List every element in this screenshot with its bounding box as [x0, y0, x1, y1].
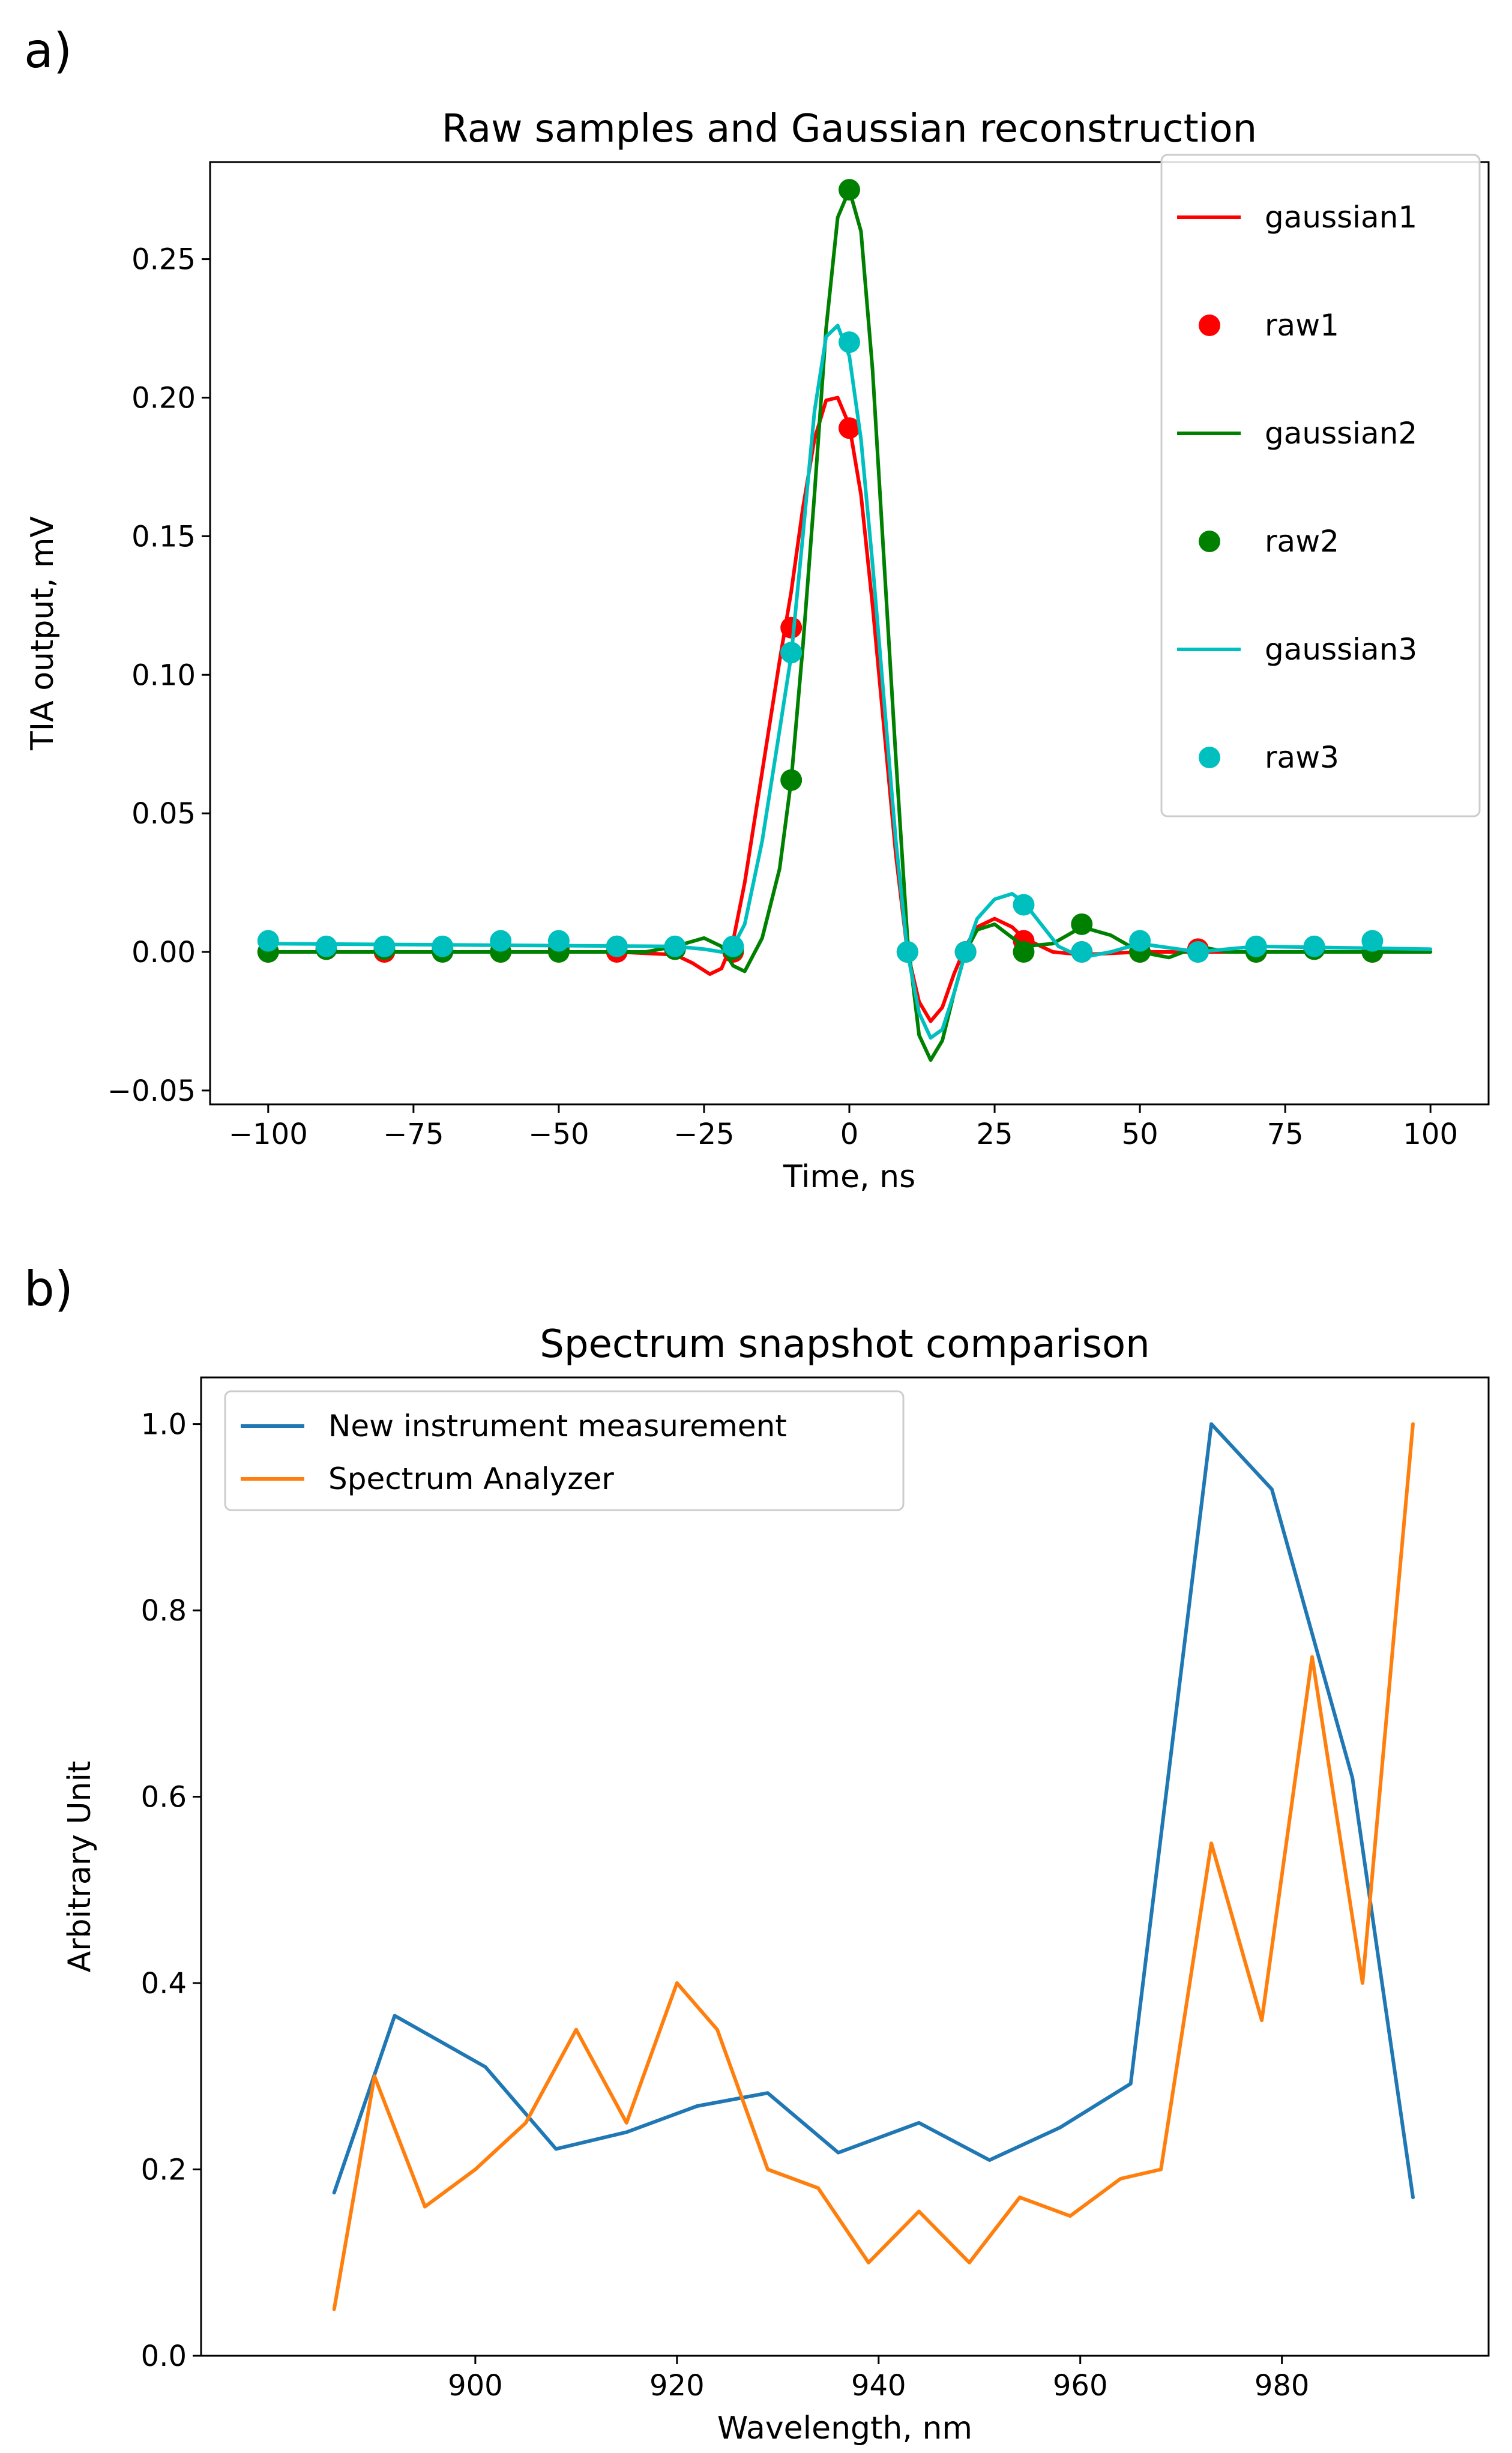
raw2-point: [1071, 913, 1093, 935]
gaussian2-line: [266, 188, 1433, 1062]
chart-spectrum-comparison: 900 920 940 960 980 0.0 0.2 0.4 0.6 0.8 1.0 Spectru…: [62, 1322, 1490, 2446]
raw3-point: [315, 935, 337, 957]
plot-frame: [200, 1376, 1490, 2357]
raw3-point: [373, 935, 396, 957]
raw2-point: [839, 179, 860, 201]
x-tick-label: 0: [840, 1118, 859, 1151]
y-tick-label: 0.0: [141, 2340, 187, 2373]
raw3-point: [722, 935, 744, 957]
y-tick-label: −0.05: [107, 1074, 196, 1108]
raw3-point: [1303, 935, 1325, 957]
chart-title: Raw samples and Gaussian reconstruction: [442, 107, 1257, 151]
x-tick-label: 900: [448, 2369, 503, 2403]
y-axis-label: TIA output, mV: [25, 516, 61, 751]
legend-box: [224, 1390, 905, 1511]
y-tick-label: 0.20: [131, 382, 196, 415]
raw3-point: [1187, 941, 1209, 963]
panel-label-a: a): [24, 23, 72, 79]
y-tick-label: 0.8: [141, 1594, 187, 1628]
raw3-point: [257, 930, 279, 952]
legend-marker-raw3: [1199, 747, 1220, 768]
chart-title: Spectrum snapshot comparison: [540, 1322, 1149, 1367]
legend-marker-raw2: [1199, 531, 1220, 552]
x-axis-label: Time, ns: [783, 1159, 915, 1195]
chart-gaussian-reconstruction: −100 −75 −50 −25 0 25 50 75 100 −0.05 0.00 0.05 0.10…: [25, 107, 1490, 1195]
raw3-point: [896, 941, 918, 963]
x-tick-label: −100: [229, 1118, 308, 1151]
panel-label-b: b): [24, 1261, 73, 1317]
y-tick-label: 0.4: [141, 1967, 187, 2000]
y-tick-label: 0.00: [131, 936, 196, 969]
plot-area: [257, 179, 1433, 1062]
new-instrument-measurement-line: [332, 1422, 1415, 2200]
y-tick-label: 0.25: [131, 243, 196, 277]
raw3-point: [1071, 941, 1093, 963]
x-tick-label: 100: [1403, 1118, 1458, 1151]
raw3-point: [606, 935, 628, 957]
raw3-point: [1013, 894, 1035, 916]
y-tick-label: 0.05: [131, 797, 196, 831]
raw3-point: [664, 935, 686, 957]
y-axis-label: Arbitrary Unit: [62, 1761, 98, 1973]
raw3-point: [432, 935, 454, 957]
legend-label-raw2: raw2: [1265, 524, 1339, 559]
legend-label-raw3: raw3: [1265, 740, 1339, 775]
raw3-point: [1129, 930, 1151, 952]
spectrum-analyzer-line: [332, 1422, 1415, 2311]
x-tick-label: 75: [1267, 1118, 1304, 1151]
y-tick-label: 0.6: [141, 1781, 187, 1814]
x-tick-label: 960: [1053, 2369, 1108, 2403]
raw3-point: [1361, 930, 1384, 952]
legend-label-spectrum-analyzer: Spectrum Analyzer: [328, 1461, 614, 1496]
plot-frame: [209, 161, 1490, 1106]
raw2-point: [1013, 941, 1035, 963]
x-tick-label: 920: [649, 2369, 705, 2403]
raw3-point: [490, 930, 512, 952]
x-tick-label: −75: [383, 1118, 444, 1151]
gaussian3-line: [266, 324, 1433, 1040]
legend-label-raw1: raw1: [1265, 308, 1339, 343]
x-tick-label: −25: [673, 1118, 734, 1151]
x-tick-label: 980: [1254, 2369, 1310, 2403]
legend-label-gaussian2: gaussian2: [1265, 416, 1417, 451]
y-tick-label: 0.10: [131, 658, 196, 692]
legend-marker-raw1: [1199, 315, 1220, 336]
raw3-point: [839, 331, 860, 354]
x-axis-label: Wavelength, nm: [717, 2410, 972, 2446]
raw3-point: [954, 941, 977, 963]
raw1-point: [839, 417, 860, 439]
plot-area: [332, 1422, 1415, 2311]
x-tick-label: −50: [528, 1118, 589, 1151]
legend-label-gaussian3: gaussian3: [1265, 632, 1417, 667]
raw2-point: [780, 769, 803, 791]
x-tick-label: 940: [851, 2369, 906, 2403]
x-tick-label: 25: [977, 1118, 1013, 1151]
legend-label-gaussian1: gaussian1: [1265, 200, 1417, 235]
x-tick-label: 50: [1122, 1118, 1158, 1151]
raw3-point: [547, 930, 570, 952]
y-tick-label: 0.2: [141, 2154, 187, 2187]
raw3-point: [780, 642, 803, 664]
y-tick-label: 0.15: [131, 520, 196, 553]
legend-label-new-instrument-measurement: New instrument measurement: [328, 1409, 787, 1443]
legend-box: [1160, 154, 1481, 817]
raw3-point: [1245, 935, 1267, 957]
raw1-point: [780, 616, 803, 639]
y-tick-label: 1.0: [141, 1408, 187, 1442]
